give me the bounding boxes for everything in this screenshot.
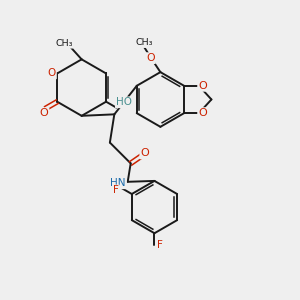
Text: O: O	[40, 108, 49, 118]
Text: O: O	[198, 81, 207, 91]
Text: CH₃: CH₃	[135, 38, 153, 47]
Text: O: O	[146, 53, 155, 63]
Text: F: F	[157, 240, 163, 250]
Text: O: O	[48, 68, 56, 79]
Text: O: O	[198, 108, 207, 118]
Text: CH₃: CH₃	[55, 39, 73, 48]
Text: F: F	[113, 185, 119, 195]
Text: O: O	[140, 148, 149, 158]
Text: HN: HN	[110, 178, 126, 188]
Text: HO: HO	[116, 97, 132, 107]
